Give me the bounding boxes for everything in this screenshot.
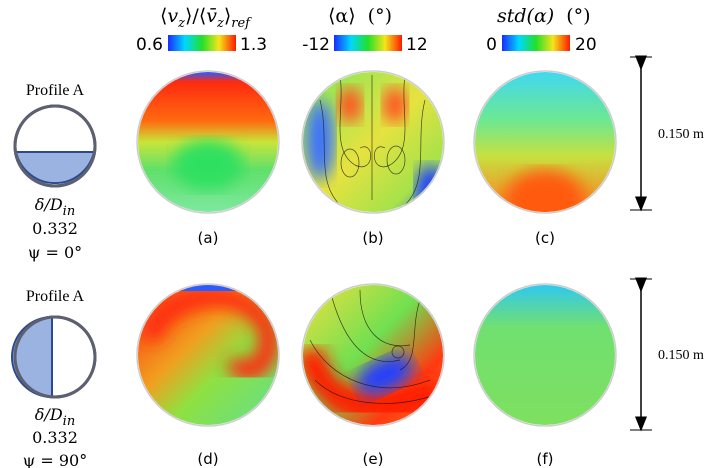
panel-label: (a) xyxy=(198,229,219,247)
text-part: ⟨ xyxy=(160,5,167,27)
panel-label: (f) xyxy=(537,450,554,468)
text-part: ref xyxy=(231,16,252,31)
colorbar-max: 12 xyxy=(406,35,428,55)
angle-label: ψ = 0° xyxy=(28,243,82,262)
profile-fill xyxy=(11,315,53,399)
text-part: ⟩ xyxy=(224,5,231,27)
text-part: δ/D xyxy=(35,405,63,424)
colorbar-min: 0 xyxy=(486,35,497,55)
text-part: z xyxy=(177,16,185,31)
colorbar-max: 1.3 xyxy=(240,35,267,55)
text-part: in xyxy=(63,204,76,219)
plot-shading xyxy=(340,148,360,178)
text-part: ⟩/⟨ xyxy=(185,5,206,27)
panel-label: (c) xyxy=(535,229,555,247)
colorbar-max: 20 xyxy=(575,35,597,55)
ratio-label: δ/Din xyxy=(35,195,75,219)
contour-plot xyxy=(303,285,443,425)
colorbar xyxy=(334,35,402,51)
plot-shading xyxy=(140,287,278,380)
plot-shading xyxy=(475,285,615,425)
plot-shading xyxy=(391,345,405,359)
colorbar xyxy=(502,35,570,51)
plot-shading xyxy=(386,145,406,175)
text-part: (°) xyxy=(368,5,392,27)
text-part: in xyxy=(63,414,76,429)
plot-shading xyxy=(505,170,585,212)
text-part: z xyxy=(216,16,224,31)
panel-label: (d) xyxy=(197,450,218,468)
plot-shading xyxy=(416,165,443,212)
column-title: ⟨α⟩ (°) xyxy=(328,5,392,27)
profile-name: Profile A xyxy=(26,82,85,99)
ratio-value: 0.332 xyxy=(32,219,78,238)
row-label: Profile A δ/Din 0.332 ψ = 0° xyxy=(13,82,97,262)
profile-outline xyxy=(13,104,97,188)
row-label: Profile A δ/Din 0.332 ψ = 90° xyxy=(11,288,97,468)
contour-plot xyxy=(475,72,615,212)
plot-border xyxy=(473,283,617,427)
plot-border xyxy=(473,70,617,214)
plot-shading xyxy=(173,140,243,190)
colorbar-min: -12 xyxy=(302,35,330,55)
text-part: v xyxy=(167,5,178,27)
colorbar-min: 0.6 xyxy=(136,35,163,55)
scale-label: 0.150 m xyxy=(658,348,704,363)
text-part: (°) xyxy=(566,5,590,27)
text-part: ⟨α⟩ xyxy=(328,5,356,27)
profile-fill xyxy=(14,151,96,185)
plot-shading xyxy=(383,87,407,123)
profile-outline xyxy=(13,315,97,399)
plot-shading xyxy=(303,346,443,421)
plot-border xyxy=(301,283,445,427)
column-title: ⟨vz⟩/⟨v̄z⟩ref xyxy=(160,5,252,31)
plot-shading xyxy=(356,355,414,395)
plot-border xyxy=(301,70,445,214)
text-part: std(α) xyxy=(497,5,554,27)
colorbar xyxy=(168,35,236,51)
ratio-label: δ/Din xyxy=(35,405,75,429)
contour-plot xyxy=(138,72,278,212)
plot-shading xyxy=(170,285,250,291)
contour-plot xyxy=(475,285,615,425)
panel-label: (e) xyxy=(363,450,384,468)
ratio-value: 0.332 xyxy=(32,428,78,447)
plot-border xyxy=(136,70,280,214)
plot-shading xyxy=(338,87,362,123)
column-title: std(α) (°) xyxy=(497,5,591,27)
plot-border xyxy=(136,283,280,427)
plot-shading xyxy=(309,289,436,404)
panel-label: (b) xyxy=(362,229,383,247)
plot-shading xyxy=(306,100,334,180)
plot-shading xyxy=(319,74,426,206)
angle-label: ψ = 90° xyxy=(23,451,87,468)
text-part: δ/D xyxy=(35,195,63,214)
scale-label: 0.150 m xyxy=(658,127,704,142)
profile-name: Profile A xyxy=(26,288,85,305)
contour-plot xyxy=(138,285,278,425)
text-part: v̄ xyxy=(206,5,217,27)
